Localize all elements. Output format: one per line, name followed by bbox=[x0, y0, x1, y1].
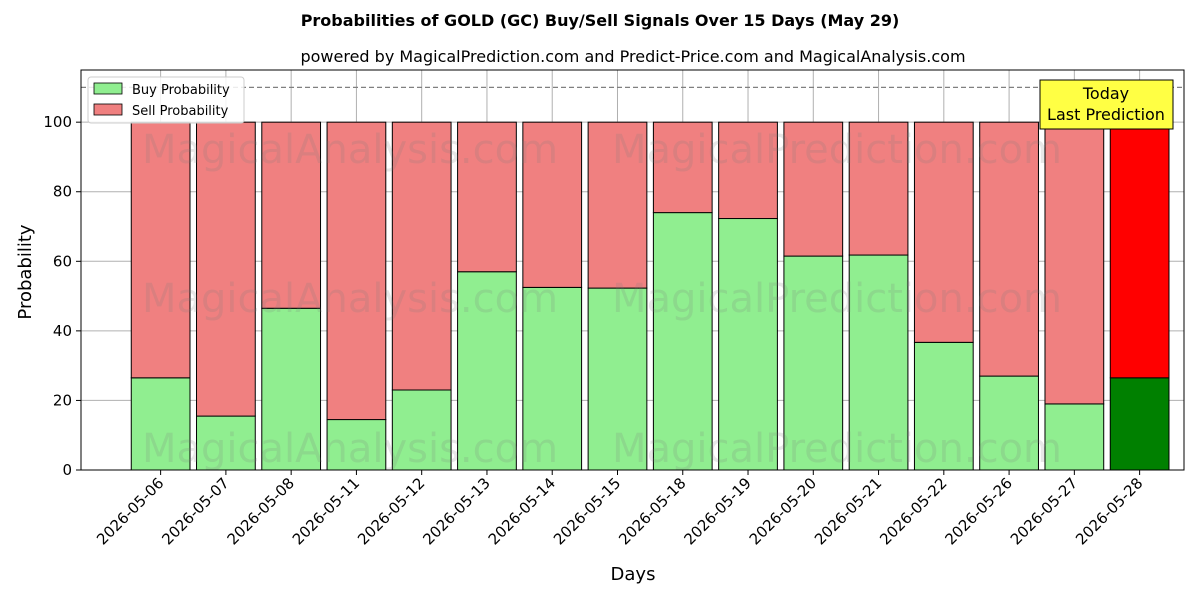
x-tick-label: 2026-05-11 bbox=[289, 474, 363, 548]
x-tick-label: 2026-05-14 bbox=[485, 474, 559, 548]
legend-swatch-sell bbox=[93, 103, 123, 116]
bar-sell-2026-05-18 bbox=[652, 121, 713, 214]
bar-buy-2026-05-08 bbox=[261, 307, 322, 471]
bar-sell-2026-05-19 bbox=[718, 121, 778, 220]
watermark-text: MagicalPrediction.com bbox=[612, 276, 1062, 322]
y-tick-label: 80 bbox=[53, 183, 72, 201]
x-tick-label: 2026-05-19 bbox=[680, 474, 754, 548]
y-tick-label: 60 bbox=[53, 252, 72, 270]
x-tick-label: 2026-05-22 bbox=[876, 474, 950, 548]
y-tick-label: 40 bbox=[53, 322, 72, 340]
chart-subtitle: powered by MagicalPrediction.com and Pre… bbox=[300, 47, 965, 66]
today-annotation: Today Last Prediction bbox=[1039, 79, 1174, 130]
bar-sell-2026-05-15 bbox=[587, 121, 648, 289]
watermark-text: MagicalAnalysis.com bbox=[142, 127, 558, 173]
legend-label-buy: Buy Probability bbox=[132, 83, 230, 98]
bar-sell-2026-05-06 bbox=[130, 121, 191, 379]
x-tick-label: 2026-05-28 bbox=[1072, 474, 1146, 548]
bar-buy-2026-05-19 bbox=[718, 218, 778, 471]
bar-sell-2026-05-22 bbox=[913, 121, 974, 343]
today-annotation-box bbox=[1039, 79, 1174, 130]
x-tick-label: 2026-05-27 bbox=[1007, 474, 1081, 548]
today-annotation-line-1: Today bbox=[1082, 84, 1129, 103]
bar-buy-2026-05-22 bbox=[913, 341, 974, 471]
y-axis-ticks: 0 20 40 60 80 100 bbox=[43, 113, 81, 479]
x-tick-label: 2026-05-06 bbox=[93, 474, 167, 548]
bar-buy-2026-05-07 bbox=[196, 415, 256, 471]
bar-sell-2026-05-28 bbox=[1109, 121, 1170, 379]
x-tick-label: 2026-05-13 bbox=[419, 474, 493, 548]
bar-sell-2026-05-12 bbox=[391, 121, 452, 391]
legend-label-sell: Sell Probability bbox=[132, 104, 229, 119]
bar-buy-2026-05-13 bbox=[457, 271, 517, 471]
legend-swatch-buy bbox=[93, 82, 123, 95]
bar-sell-2026-05-21 bbox=[848, 121, 909, 256]
y-tick-label: 100 bbox=[43, 113, 72, 131]
bar-sell-2026-05-20 bbox=[783, 121, 844, 257]
y-axis-label: Probability bbox=[15, 224, 36, 319]
chart-title: Probabilities of GOLD (GC) Buy/Sell Sign… bbox=[301, 11, 900, 30]
y-tick-label: 20 bbox=[53, 391, 72, 409]
watermark-text: MagicalPrediction.com bbox=[612, 127, 1062, 173]
x-axis-label: Days bbox=[611, 564, 656, 585]
bar-sell-2026-05-27 bbox=[1044, 121, 1105, 405]
x-tick-label: 2026-05-21 bbox=[811, 474, 885, 548]
x-axis-ticks: 2026-05-062026-05-072026-05-082026-05-11… bbox=[93, 470, 1146, 548]
x-tick-label: 2026-05-12 bbox=[354, 474, 428, 548]
bar-sell-2026-05-26 bbox=[979, 121, 1039, 377]
x-tick-label: 2026-05-20 bbox=[746, 474, 820, 548]
watermark-text: MagicalAnalysis.com bbox=[142, 426, 558, 472]
bar-buy-2026-05-14 bbox=[522, 286, 583, 471]
watermark-text: MagicalPrediction.com bbox=[612, 426, 1062, 472]
x-tick-label: 2026-05-07 bbox=[158, 474, 232, 548]
bars bbox=[130, 121, 1170, 471]
bar-sell-2026-05-08 bbox=[261, 121, 322, 309]
today-annotation-line-2: Last Prediction bbox=[1047, 105, 1165, 124]
plot-frame bbox=[80, 69, 1185, 471]
x-tick-label: 2026-05-08 bbox=[224, 474, 298, 548]
bar-buy-2026-05-15 bbox=[587, 287, 648, 471]
bar-buy-2026-05-18 bbox=[652, 212, 713, 471]
watermark-text: MagicalAnalysis.com bbox=[142, 276, 558, 322]
y-tick-label: 0 bbox=[62, 461, 72, 479]
bar-buy-2026-05-20 bbox=[783, 255, 844, 471]
bar-buy-2026-05-21 bbox=[848, 254, 909, 471]
bar-sell-2026-05-14 bbox=[522, 121, 583, 288]
x-tick-label: 2026-05-26 bbox=[942, 474, 1016, 548]
bar-sell-2026-05-13 bbox=[457, 121, 517, 273]
x-tick-label: 2026-05-18 bbox=[615, 474, 689, 548]
bar-buy-2026-05-12 bbox=[391, 389, 452, 471]
legend: Buy Probability Sell Probability bbox=[87, 76, 245, 124]
x-tick-label: 2026-05-15 bbox=[550, 474, 624, 548]
watermarks: MagicalAnalysis.com MagicalPrediction.com… bbox=[142, 127, 1062, 472]
bar-buy-2026-05-28 bbox=[1109, 377, 1170, 471]
legend-box bbox=[87, 76, 245, 124]
bar-sell-2026-05-11 bbox=[326, 121, 387, 421]
